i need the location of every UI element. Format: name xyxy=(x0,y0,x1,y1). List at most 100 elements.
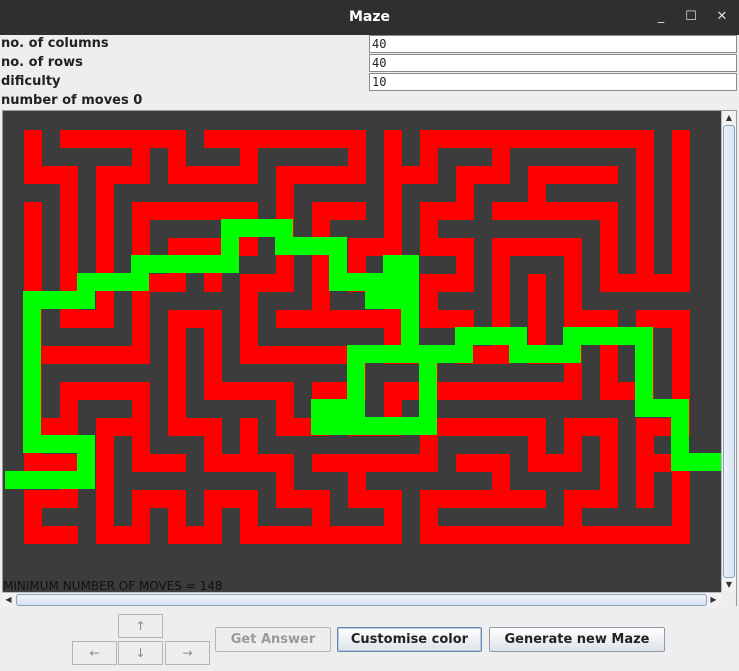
maze-path-cell xyxy=(168,418,186,436)
maze-path-cell xyxy=(114,382,132,400)
maze-path-cell xyxy=(474,346,492,364)
scroll-up-arrow-icon[interactable]: ▲ xyxy=(725,113,733,122)
maze-path-cell xyxy=(420,310,438,328)
maze-path-cell xyxy=(636,436,654,454)
maze-path-cell xyxy=(564,238,582,256)
horizontal-scroll-thumb[interactable] xyxy=(16,594,707,606)
maze-path-cell xyxy=(528,238,546,256)
maze-path-cell xyxy=(222,490,240,508)
maze-path-cell xyxy=(636,490,654,508)
maze-path-cell xyxy=(618,130,636,148)
maze-path-cell xyxy=(168,274,186,292)
maze-path-cell xyxy=(132,454,150,472)
customise-color-button[interactable]: Customise color xyxy=(337,627,482,652)
maze-path-cell xyxy=(276,400,294,418)
maze-path-cell xyxy=(510,202,528,220)
maze-path-cell xyxy=(60,490,78,508)
maze-path-cell xyxy=(510,526,528,544)
maze-path-cell xyxy=(528,130,546,148)
maze-path-cell xyxy=(528,382,546,400)
get-answer-button[interactable]: Get Answer xyxy=(215,627,331,652)
move-right-button[interactable]: → xyxy=(165,641,210,665)
maze-path-cell xyxy=(240,382,258,400)
maze-path-cell xyxy=(132,238,150,256)
maze-path-cell xyxy=(276,490,294,508)
maze-path-cell xyxy=(492,490,510,508)
vertical-scrollbar[interactable]: ▲ ▼ xyxy=(721,111,736,592)
maze-path-cell xyxy=(402,382,420,400)
maze-path-cell xyxy=(96,508,114,526)
maze-path-cell xyxy=(492,310,510,328)
maze-path-cell xyxy=(528,490,546,508)
maximize-button[interactable]: ☐ xyxy=(685,9,697,24)
move-down-button[interactable]: ↓ xyxy=(118,641,163,665)
maze-path-cell xyxy=(96,184,114,202)
rows-input[interactable]: 40 xyxy=(369,54,737,72)
maze-path-cell xyxy=(384,382,402,400)
maze-path-cell xyxy=(402,454,420,472)
maze-path-cell xyxy=(600,238,618,256)
maze-scroll-pane[interactable] xyxy=(2,110,737,606)
vertical-scroll-thumb[interactable] xyxy=(723,125,735,578)
move-left-button[interactable]: ← xyxy=(72,641,117,665)
maze-path-cell xyxy=(60,310,78,328)
generate-maze-button[interactable]: Generate new Maze xyxy=(489,627,665,652)
maze-path-cell xyxy=(294,490,312,508)
maze-path-cell xyxy=(510,238,528,256)
maze-path-cell xyxy=(168,130,186,148)
maze-path-cell xyxy=(600,472,618,490)
maze-path-cell xyxy=(672,364,690,382)
maze-path-cell xyxy=(474,166,492,184)
maze-path-cell xyxy=(330,382,348,400)
maze-path-cell xyxy=(96,130,114,148)
maze-path-cell xyxy=(438,418,456,436)
maze-path-cell xyxy=(366,490,384,508)
move-up-button[interactable]: ↑ xyxy=(118,614,163,638)
maze-path-cell xyxy=(348,310,366,328)
maze-path-cell xyxy=(312,292,330,310)
maze-path-cell xyxy=(348,166,366,184)
horizontal-scrollbar[interactable]: ◀ ▶ xyxy=(2,592,721,606)
maze-path-cell xyxy=(96,220,114,238)
maze-path-cell xyxy=(618,274,636,292)
maze-grid[interactable] xyxy=(5,111,725,581)
maze-path-cell xyxy=(276,166,294,184)
maze-path-cell xyxy=(42,526,60,544)
maze-path-cell xyxy=(600,346,618,364)
maze-path-cell xyxy=(438,526,456,544)
scroll-right-arrow-icon[interactable]: ▶ xyxy=(710,595,717,604)
maze-path-cell xyxy=(132,526,150,544)
maze-path-cell xyxy=(654,418,672,436)
maze-path-cell xyxy=(222,382,240,400)
maze-path-cell xyxy=(168,148,186,166)
maze-path-cell xyxy=(60,274,78,292)
maze-path-cell xyxy=(294,526,312,544)
maze-path-cell xyxy=(168,238,186,256)
scroll-left-arrow-icon[interactable]: ◀ xyxy=(5,595,12,604)
close-button[interactable]: ✕ xyxy=(716,9,728,24)
maze-path-cell xyxy=(564,436,582,454)
maze-path-cell xyxy=(438,382,456,400)
maze-path-cell xyxy=(366,238,384,256)
maze-path-cell xyxy=(96,418,114,436)
maze-path-cell xyxy=(420,148,438,166)
maze-path-cell xyxy=(240,526,258,544)
columns-row: no. of columns 40 xyxy=(0,35,739,54)
maze-path-cell xyxy=(456,130,474,148)
maze-path-cell xyxy=(294,130,312,148)
maze-path-cell xyxy=(672,130,690,148)
solution-path-segment xyxy=(131,255,239,273)
title-bar[interactable]: Maze _ ☐ ✕ xyxy=(0,0,739,35)
minimize-button[interactable]: _ xyxy=(657,9,665,24)
scroll-down-arrow-icon[interactable]: ▼ xyxy=(725,580,733,589)
maze-path-cell xyxy=(312,220,330,238)
maze-path-cell xyxy=(204,454,222,472)
maze-path-cell xyxy=(564,508,582,526)
maze-path-cell xyxy=(636,220,654,238)
columns-input[interactable]: 40 xyxy=(369,35,737,53)
maze-path-cell xyxy=(186,202,204,220)
difficulty-input[interactable]: 10 xyxy=(369,73,737,91)
columns-label: no. of columns xyxy=(1,36,109,51)
maze-path-cell xyxy=(564,382,582,400)
